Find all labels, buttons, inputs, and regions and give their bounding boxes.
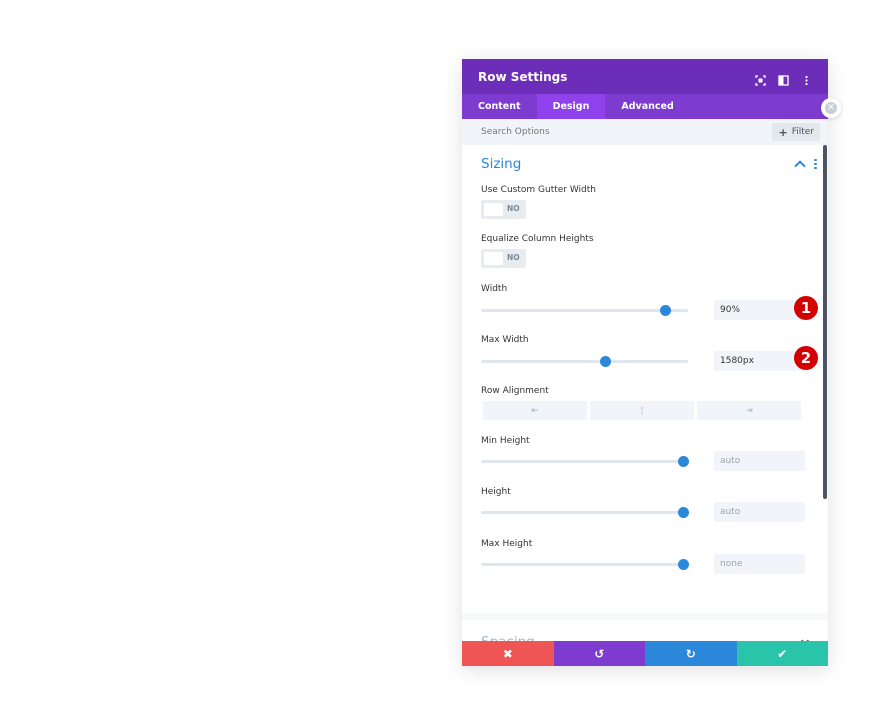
tab-bar: Content Design Advanced bbox=[462, 94, 828, 119]
width-label: Width bbox=[481, 284, 508, 294]
right-align-icon: ⇥ bbox=[745, 405, 753, 416]
width-slider-handle[interactable] bbox=[659, 305, 671, 316]
min-height-slider-track[interactable] bbox=[481, 460, 688, 463]
spacing-title: Spacing bbox=[481, 634, 535, 642]
split-view-icon[interactable] bbox=[778, 71, 789, 86]
filter-button[interactable]: + Filter bbox=[772, 123, 820, 141]
modal-header: Row Settings bbox=[462, 59, 828, 94]
max-width-slider-track[interactable] bbox=[481, 360, 688, 363]
custom-gutter-toggle[interactable]: NO bbox=[481, 200, 526, 219]
modal-footer: ✖ ↺ ↻ ✔ bbox=[462, 641, 828, 666]
max-height-option: Max Height none bbox=[462, 539, 828, 574]
sizing-title: Sizing bbox=[481, 156, 522, 172]
max-height-value-input[interactable]: none bbox=[714, 554, 805, 574]
row-settings-modal: Row Settings Content Design Advanced + F… bbox=[462, 59, 828, 666]
equalize-heights-option: Equalize Column Heights NO bbox=[462, 234, 828, 268]
align-right-button[interactable]: ⇥ bbox=[697, 401, 801, 420]
min-height-slider-handle[interactable] bbox=[678, 456, 690, 467]
height-option: Height auto bbox=[462, 487, 828, 522]
section-menu-icon[interactable] bbox=[814, 158, 817, 170]
toggle-value: NO bbox=[507, 253, 520, 262]
max-width-value-input[interactable]: 1580px bbox=[714, 351, 805, 371]
width-value-input[interactable]: 90% bbox=[714, 300, 805, 320]
min-height-value-input[interactable]: auto bbox=[714, 451, 805, 471]
tab-content[interactable]: Content bbox=[478, 101, 521, 112]
custom-gutter-label: Use Custom Gutter Width bbox=[481, 185, 596, 195]
spacing-section-header[interactable]: Spacing bbox=[462, 621, 828, 642]
max-height-slider-track[interactable] bbox=[481, 563, 688, 566]
undo-button[interactable]: ↺ bbox=[553, 641, 645, 666]
custom-gutter-option: Use Custom Gutter Width NO bbox=[462, 185, 828, 219]
align-center-button[interactable]: ¦ bbox=[590, 401, 694, 420]
sizing-section-header[interactable]: Sizing bbox=[462, 145, 828, 183]
cancel-button[interactable]: ✖ bbox=[462, 641, 554, 666]
search-input[interactable] bbox=[481, 127, 773, 137]
settings-body: Sizing Use Custom Gutter Width NO Equali… bbox=[462, 145, 828, 642]
height-value-input[interactable]: auto bbox=[714, 502, 805, 522]
section-divider bbox=[462, 613, 828, 620]
height-slider-handle[interactable] bbox=[678, 507, 690, 518]
min-height-option: Min Height auto bbox=[462, 436, 828, 471]
row-alignment-option: Row Alignment ⇤ ¦ ⇥ bbox=[462, 386, 828, 420]
chevron-up-icon[interactable] bbox=[794, 160, 806, 172]
width-slider-track[interactable] bbox=[481, 309, 688, 312]
toggle-knob bbox=[484, 252, 503, 265]
max-height-label: Max Height bbox=[481, 539, 533, 549]
tab-design[interactable]: Design bbox=[536, 94, 606, 119]
width-option: Width 90% bbox=[462, 284, 828, 320]
row-alignment-label: Row Alignment bbox=[481, 386, 549, 396]
close-icon: ✕ bbox=[825, 102, 837, 114]
max-width-slider-handle[interactable] bbox=[599, 356, 611, 367]
plus-icon: + bbox=[778, 125, 788, 139]
equalize-heights-toggle[interactable]: NO bbox=[481, 249, 526, 268]
annotation-badge-1: 1 bbox=[794, 296, 818, 320]
height-label: Height bbox=[481, 487, 511, 497]
equalize-heights-label: Equalize Column Heights bbox=[481, 234, 594, 244]
align-left-button[interactable]: ⇤ bbox=[483, 401, 587, 420]
modal-title: Row Settings bbox=[478, 69, 568, 84]
filter-label: Filter bbox=[791, 127, 814, 137]
close-button[interactable]: ✕ bbox=[821, 98, 841, 118]
tab-advanced[interactable]: Advanced bbox=[621, 101, 674, 112]
scrollbar[interactable] bbox=[823, 145, 827, 499]
toggle-value: NO bbox=[507, 204, 520, 213]
max-width-label: Max Width bbox=[481, 335, 529, 345]
search-bar: + Filter bbox=[462, 119, 828, 145]
redo-button[interactable]: ↻ bbox=[645, 641, 737, 666]
screenshot-icon[interactable] bbox=[755, 71, 766, 86]
max-width-option: Max Width 1580px bbox=[462, 335, 828, 371]
height-slider-track[interactable] bbox=[481, 511, 688, 514]
more-options-icon[interactable] bbox=[801, 71, 812, 86]
save-button[interactable]: ✔ bbox=[736, 641, 828, 666]
min-height-label: Min Height bbox=[481, 436, 530, 446]
annotation-badge-2: 2 bbox=[794, 346, 818, 370]
toggle-knob bbox=[484, 203, 503, 216]
center-align-icon: ¦ bbox=[640, 405, 644, 416]
left-align-icon: ⇤ bbox=[531, 405, 539, 416]
max-height-slider-handle[interactable] bbox=[678, 559, 690, 570]
